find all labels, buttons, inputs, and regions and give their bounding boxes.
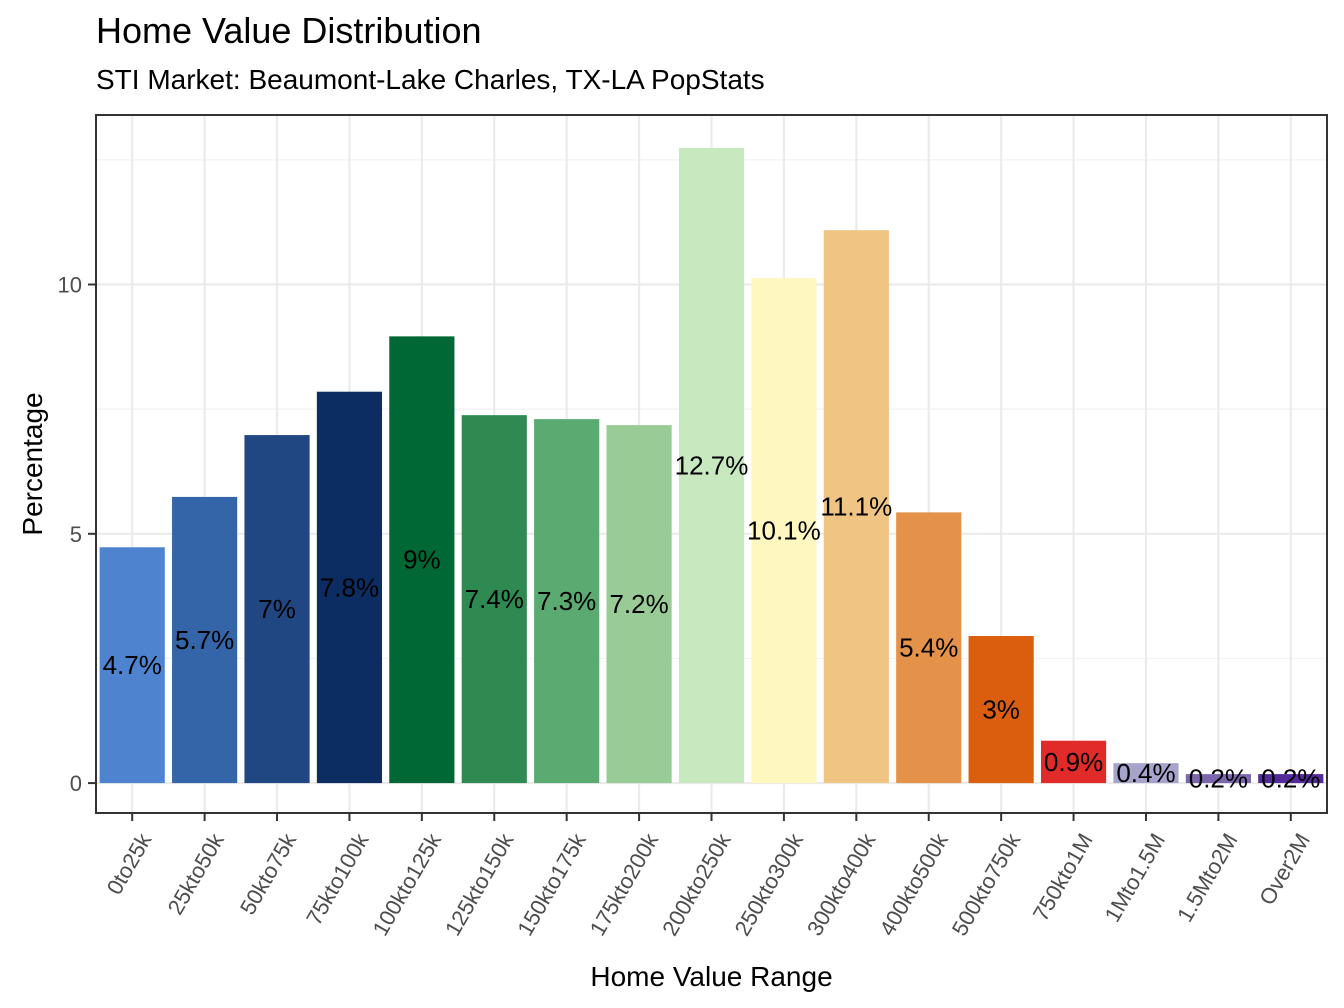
data-label: 5.7% (175, 625, 234, 655)
chart-subtitle: STI Market: Beaumont-Lake Charles, TX-LA… (96, 64, 765, 95)
chart-title: Home Value Distribution (96, 10, 482, 51)
bar-400kto500k (896, 512, 962, 784)
data-label: 12.7% (675, 450, 749, 480)
data-label: 0.2% (1261, 764, 1320, 794)
bar-300kto400k (823, 230, 889, 784)
bar-125kto150k (461, 415, 527, 784)
data-label: 7.4% (465, 584, 524, 614)
data-label: 7% (258, 594, 296, 624)
x-tick-label: 250kto300k (730, 828, 809, 940)
bar-1Mto1.5M (1113, 763, 1179, 784)
x-tick-label: 25kto50k (163, 828, 230, 919)
data-label: 11.1% (820, 492, 892, 522)
bar-750kto1M (1040, 740, 1107, 784)
x-tick-label: Over2M (1254, 829, 1315, 909)
x-tick-label: 500kto750k (947, 828, 1026, 940)
y-axis-title: Percentage (17, 392, 48, 535)
bar-200kto250k (678, 147, 745, 784)
data-label: 5.4% (899, 633, 958, 663)
bar-100kto125k (389, 336, 455, 784)
x-tick-label: 125kto150k (440, 828, 519, 940)
bar-50kto75k (244, 435, 310, 784)
y-tick-label: 10 (58, 273, 82, 298)
x-tick-label: 1.5Mto2M (1172, 829, 1243, 926)
bar-500kto750k (968, 636, 1034, 784)
data-label: 0.2% (1189, 764, 1248, 794)
bar-175kto200k (606, 425, 672, 784)
x-tick-label: 75kto100k (301, 828, 374, 929)
x-tick-label: 750kto1M (1028, 829, 1098, 925)
x-tick-label: 0to25k (102, 828, 157, 899)
x-tick-label: 100kto125k (368, 828, 447, 940)
bar-Over2M (1258, 774, 1324, 784)
bar-250kto300k (751, 278, 817, 784)
bar-1.5Mto2M (1185, 774, 1251, 784)
data-label: 0.9% (1044, 747, 1103, 777)
data-label: 7.3% (537, 586, 596, 616)
bar-25kto50k (172, 496, 238, 784)
data-label: 10.1% (747, 516, 821, 546)
x-tick-label: 150kto175k (512, 828, 591, 940)
x-tick-label: 300kto400k (802, 828, 881, 940)
x-tick-label: 200kto250k (657, 828, 736, 940)
data-label: 3% (982, 695, 1020, 725)
data-label: 7.2% (609, 589, 668, 619)
data-label: 7.8% (320, 572, 379, 602)
x-axis-title: Home Value Range (590, 961, 832, 992)
data-label: 0.4% (1116, 758, 1175, 788)
data-label: 4.7% (103, 650, 162, 680)
bar-0to25k (99, 547, 165, 784)
data-label: 9% (403, 545, 441, 575)
y-tick-label: 5 (70, 522, 82, 547)
y-tick-label: 0 (70, 771, 82, 796)
x-tick-label: 175kto200k (585, 828, 664, 940)
x-tick-label: 1Mto1.5M (1100, 829, 1171, 926)
x-tick-label: 400kto500k (874, 828, 953, 940)
bar-150kto175k (534, 419, 600, 784)
x-tick-label: 50kto75k (235, 828, 302, 919)
bar-75kto100k (316, 391, 383, 784)
